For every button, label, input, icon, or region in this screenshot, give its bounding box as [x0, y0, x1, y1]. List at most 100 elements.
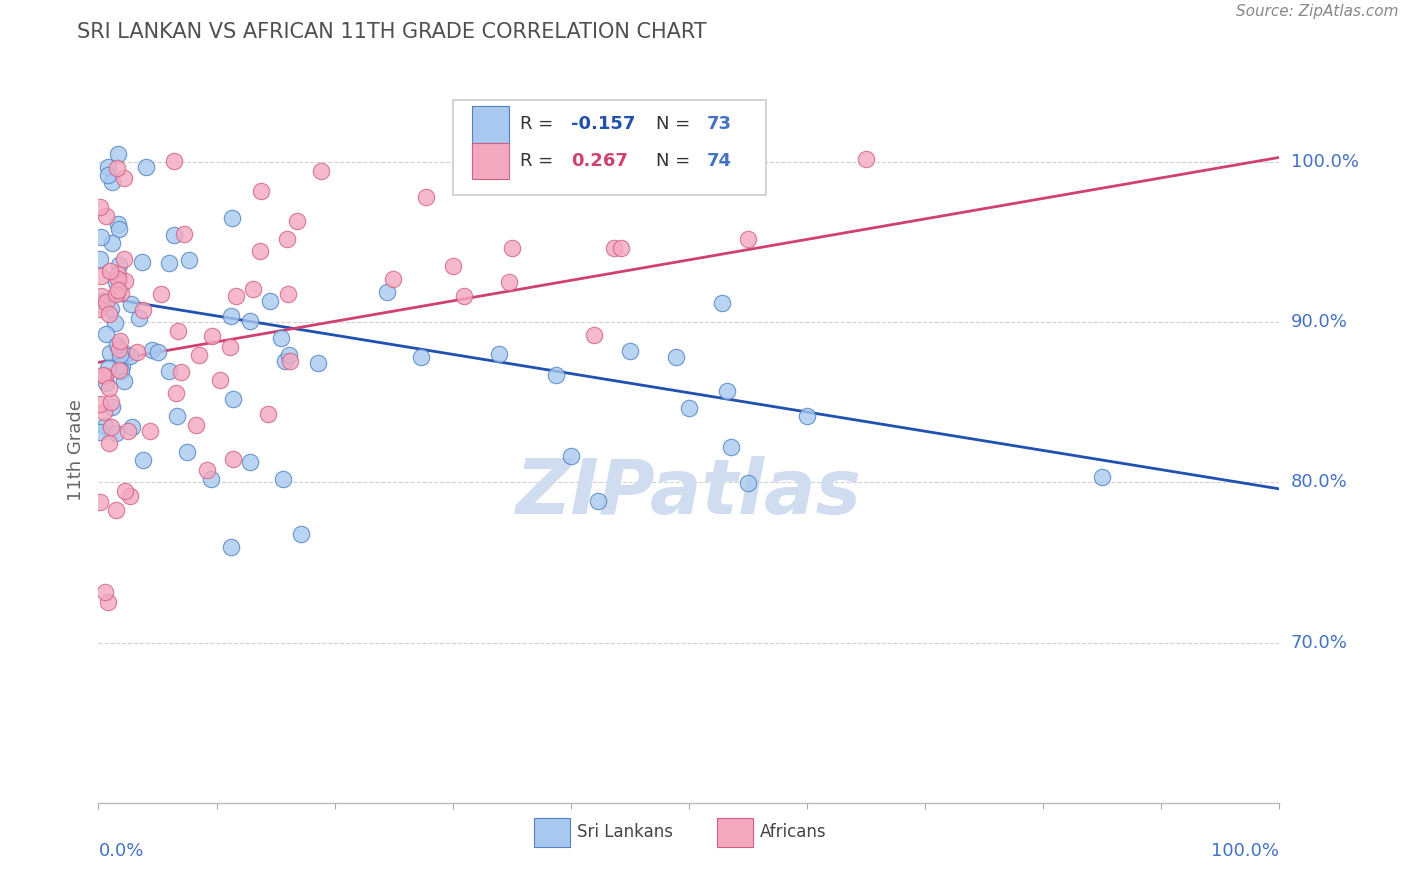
Point: [91, 294, 114, 309]
Point: [100, 394, 122, 409]
Point: [544, 368, 567, 383]
Text: 0.0%: 0.0%: [98, 842, 143, 860]
Point: [583, 328, 606, 343]
Point: [101, 236, 124, 251]
Text: 100.0%: 100.0%: [1212, 842, 1279, 860]
Point: [1091, 469, 1114, 483]
Point: [100, 420, 122, 434]
Point: [121, 419, 143, 434]
Point: [135, 160, 157, 174]
Point: [711, 296, 734, 310]
Point: [90, 268, 112, 283]
Point: [855, 152, 877, 166]
Point: [141, 343, 163, 357]
Point: [105, 161, 128, 176]
Point: [94, 326, 117, 341]
Point: [108, 342, 131, 356]
Point: [375, 285, 398, 300]
Point: [307, 356, 329, 370]
Point: [105, 338, 128, 352]
Point: [665, 350, 688, 364]
Point: [285, 213, 308, 227]
Y-axis label: 11th Grade: 11th Grade: [67, 400, 86, 501]
Point: [108, 222, 131, 236]
Point: [271, 472, 294, 486]
Point: [96, 209, 118, 223]
Point: [163, 228, 186, 243]
FancyBboxPatch shape: [453, 100, 766, 194]
Point: [90, 297, 112, 311]
Point: [110, 285, 132, 300]
Point: [94, 295, 117, 310]
Point: [537, 147, 560, 161]
Point: [97, 160, 120, 174]
Point: [132, 452, 155, 467]
Point: [501, 241, 523, 255]
Point: [108, 259, 131, 273]
Text: 73: 73: [707, 115, 731, 133]
Point: [488, 347, 510, 361]
Point: [101, 176, 124, 190]
Text: -0.157: -0.157: [571, 115, 636, 133]
Point: [277, 348, 299, 362]
Point: [107, 147, 129, 161]
Point: [678, 401, 700, 415]
Point: [170, 366, 193, 380]
Point: [107, 217, 129, 231]
Point: [132, 303, 155, 318]
Text: 74: 74: [707, 152, 731, 169]
Point: [89, 495, 111, 509]
Point: [89, 301, 111, 316]
Point: [157, 256, 180, 270]
Point: [225, 288, 247, 302]
Point: [176, 445, 198, 459]
Point: [259, 294, 281, 309]
Point: [737, 232, 759, 246]
Point: [157, 364, 180, 378]
Point: [125, 345, 148, 359]
Point: [716, 384, 738, 398]
Text: N =: N =: [655, 115, 696, 133]
Point: [107, 283, 129, 297]
Point: [97, 381, 120, 395]
Point: [603, 241, 626, 255]
Point: [179, 252, 201, 267]
Point: [89, 397, 111, 411]
Point: [89, 425, 111, 439]
Point: [201, 329, 224, 343]
Point: [167, 324, 190, 338]
Text: 70.0%: 70.0%: [1291, 633, 1347, 652]
Point: [89, 252, 111, 266]
Point: [257, 407, 280, 421]
Point: [720, 440, 742, 454]
Point: [249, 244, 271, 258]
Point: [111, 359, 134, 373]
Text: SRI LANKAN VS AFRICAN 11TH GRADE CORRELATION CHART: SRI LANKAN VS AFRICAN 11TH GRADE CORRELA…: [77, 22, 707, 42]
Point: [309, 164, 332, 178]
Text: R =: R =: [520, 115, 560, 133]
Point: [166, 409, 188, 424]
Point: [120, 296, 142, 310]
Point: [221, 211, 243, 225]
Point: [97, 361, 120, 376]
Point: [222, 392, 245, 406]
Point: [112, 252, 135, 266]
Text: 100.0%: 100.0%: [1291, 153, 1358, 171]
Point: [173, 227, 195, 241]
Point: [94, 368, 117, 383]
Point: [98, 307, 121, 321]
Point: [90, 230, 112, 244]
Text: 90.0%: 90.0%: [1291, 313, 1347, 331]
Point: [114, 347, 136, 361]
Point: [737, 475, 759, 490]
FancyBboxPatch shape: [471, 106, 509, 143]
Point: [188, 348, 211, 362]
Text: ZIPatlas: ZIPatlas: [516, 456, 862, 530]
Point: [98, 263, 121, 277]
Point: [104, 287, 127, 301]
Point: [149, 286, 172, 301]
Text: Africans: Africans: [759, 823, 827, 841]
Point: [97, 169, 120, 183]
Point: [290, 527, 312, 541]
Point: [112, 170, 135, 185]
